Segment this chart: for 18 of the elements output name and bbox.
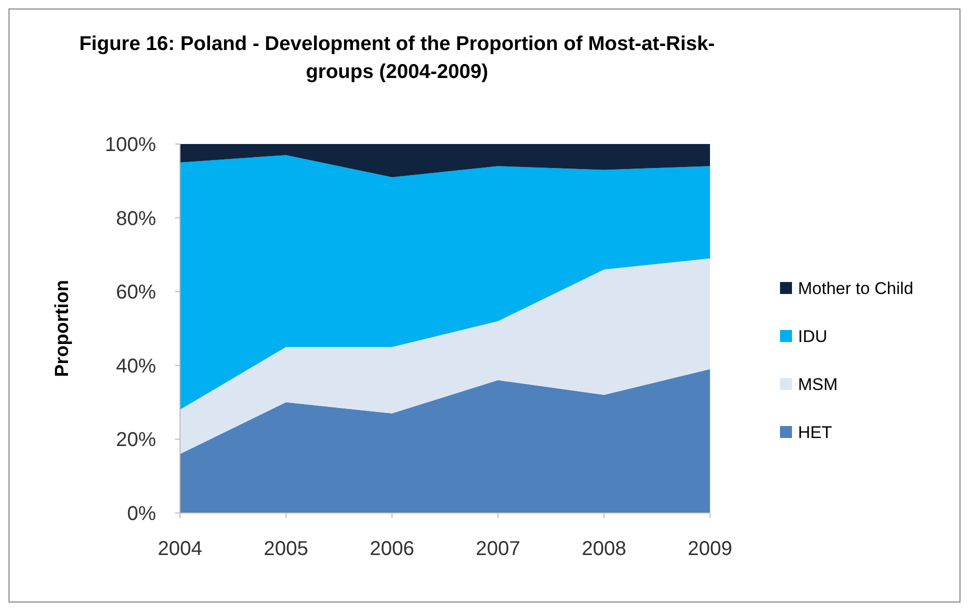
x-tick-label: 2008 [582, 538, 626, 560]
y-tick-label: 40% [116, 355, 156, 378]
legend-label: IDU [798, 326, 828, 346]
legend-label: MSM [798, 374, 838, 394]
legend-label: HET [798, 422, 832, 442]
chart-title: Figure 16: Poland - Development of the Proportion of Most-at-Risk-groups (2004-2009) [79, 33, 715, 83]
y-tick-label: 0% [127, 503, 156, 525]
y-tick-label: 60% [116, 282, 156, 304]
x-tick-label: 2006 [370, 538, 414, 560]
y-axis-title: Proportion [52, 280, 73, 378]
x-tick-label: 2009 [688, 538, 732, 560]
legend-label: Mother to Child [798, 278, 914, 298]
x-tick-label: 2004 [158, 538, 202, 560]
x-tick-label: 2007 [476, 538, 520, 560]
x-tick-label: 2005 [264, 538, 308, 560]
y-tick-label: 100% [104, 134, 156, 156]
y-tick-label: 20% [116, 429, 156, 452]
y-tick-label: 80% [116, 208, 156, 230]
